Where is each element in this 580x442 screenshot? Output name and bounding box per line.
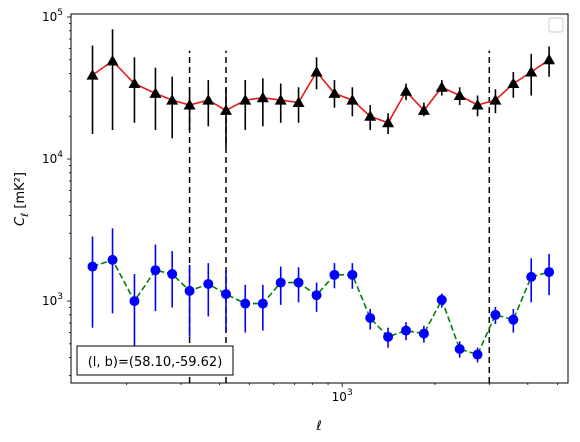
point-0-12	[310, 66, 323, 77]
x-axis-label: ℓ	[315, 419, 321, 434]
annotation-box: (l, b)=(58.10,-59.62)	[76, 345, 234, 376]
point-1-11	[293, 277, 304, 288]
point-0-9	[256, 91, 269, 103]
point-1-8	[240, 298, 251, 309]
point-0-10	[274, 94, 287, 105]
point-0-4	[166, 94, 179, 105]
y-tick-label-100000: 105	[42, 8, 63, 24]
point-1-19	[436, 294, 447, 305]
point-0-1	[106, 55, 119, 66]
point-1-25	[544, 267, 555, 278]
legend-box	[548, 17, 564, 33]
series-line-0	[92, 59, 550, 124]
point-1-16	[383, 331, 394, 342]
point-1-10	[275, 277, 286, 288]
point-1-7	[220, 289, 231, 300]
point-1-0	[87, 261, 98, 272]
plot-frame	[70, 13, 569, 384]
point-0-6	[202, 94, 215, 105]
point-0-11	[292, 96, 305, 108]
point-0-23	[507, 77, 520, 89]
point-0-21	[471, 99, 484, 110]
point-1-20	[454, 343, 465, 354]
point-1-15	[365, 313, 376, 324]
point-1-12	[311, 290, 322, 301]
point-1-3	[150, 265, 161, 276]
point-0-22	[489, 94, 502, 105]
point-0-5	[183, 99, 196, 110]
point-0-25	[543, 53, 556, 65]
point-1-21	[472, 349, 483, 360]
point-1-4	[167, 269, 178, 280]
point-1-18	[418, 328, 429, 339]
point-1-24	[526, 271, 537, 282]
point-0-19	[435, 81, 448, 92]
point-1-13	[329, 269, 340, 280]
point-0-0	[86, 69, 99, 80]
y-axis-label: Cℓ [mK²]	[13, 172, 31, 226]
point-1-17	[401, 325, 412, 336]
point-0-13	[328, 87, 341, 98]
point-0-16	[382, 116, 395, 128]
point-0-14	[346, 94, 359, 105]
point-1-14	[347, 269, 358, 280]
point-1-1	[107, 254, 118, 265]
point-0-15	[364, 110, 377, 121]
point-1-2	[129, 296, 140, 307]
point-1-23	[508, 314, 519, 325]
annotation-text: (l, b)=(58.10,-59.62)	[88, 355, 223, 370]
y-tick-label-10000: 104	[42, 150, 63, 166]
point-1-22	[490, 309, 501, 320]
point-1-9	[257, 298, 268, 309]
point-0-24	[525, 66, 538, 77]
series-0	[86, 29, 556, 148]
point-0-3	[149, 87, 162, 98]
point-0-20	[453, 89, 466, 101]
y-tick-label-1000: 103	[42, 292, 63, 308]
series-line-1	[92, 258, 550, 356]
point-1-6	[203, 278, 214, 289]
point-0-17	[400, 85, 413, 96]
series-1	[87, 228, 555, 363]
point-0-8	[239, 94, 252, 105]
x-tick-label-1000: 103	[332, 388, 353, 404]
point-0-7	[219, 104, 232, 115]
point-0-2	[128, 77, 141, 89]
point-1-5	[184, 285, 195, 296]
point-0-18	[417, 104, 430, 115]
